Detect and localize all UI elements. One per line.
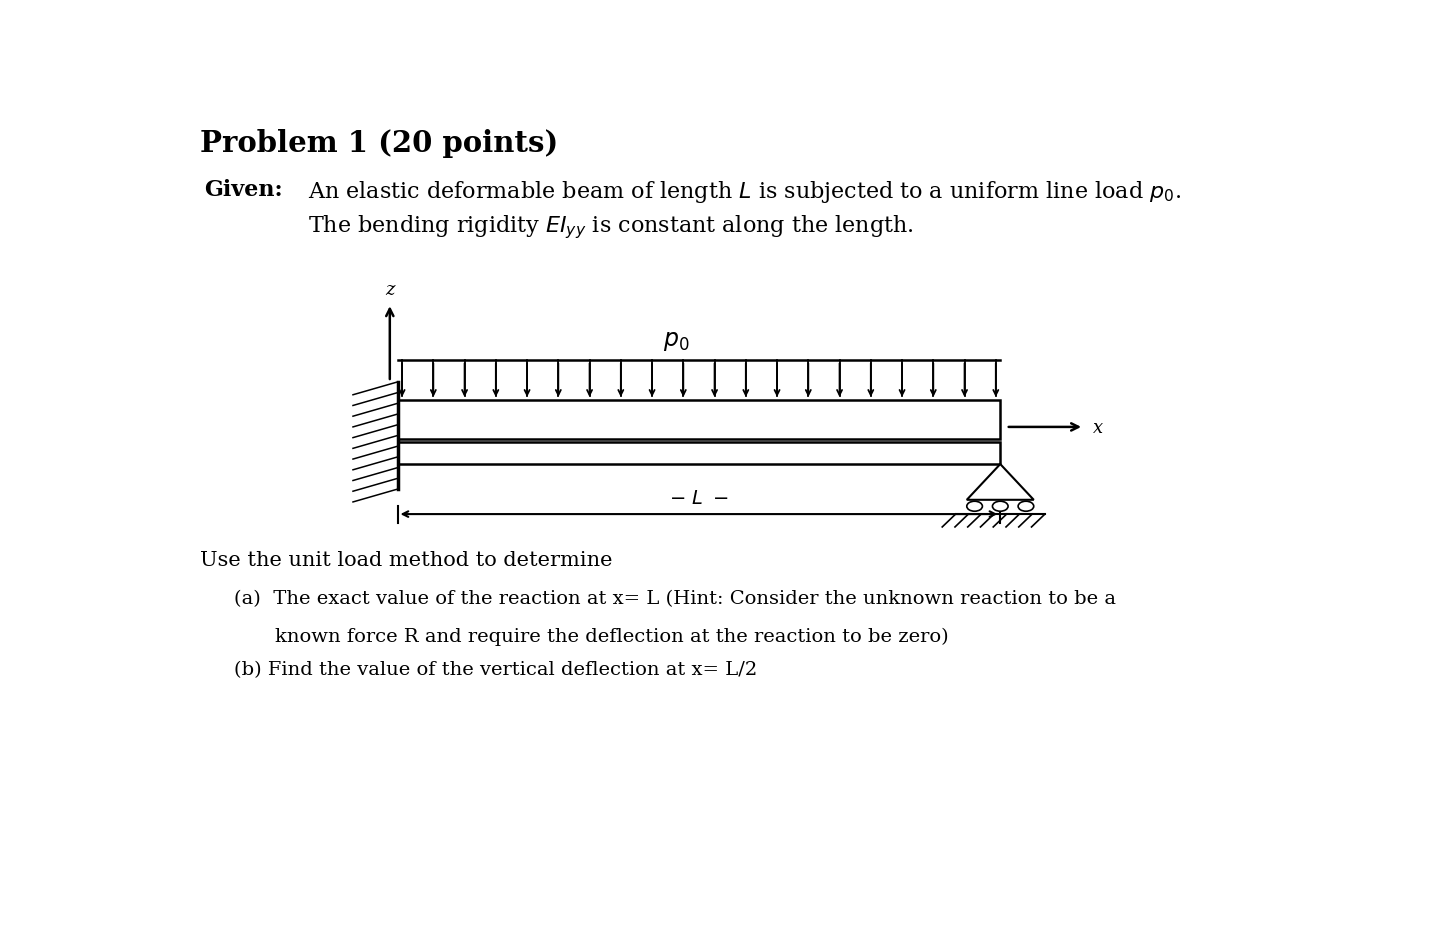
Text: Problem 1 (20 points): Problem 1 (20 points) [200, 129, 559, 158]
Polygon shape [966, 464, 1034, 501]
Text: An elastic deformable beam of length $L$ is subjected to a uniform line load $p_: An elastic deformable beam of length $L$… [308, 179, 1181, 205]
Text: Use the unit load method to determine: Use the unit load method to determine [200, 551, 612, 569]
Text: x: x [1093, 418, 1103, 437]
Circle shape [1018, 502, 1034, 512]
Text: $\boldsymbol{p_0}$: $\boldsymbol{p_0}$ [664, 329, 690, 352]
Circle shape [992, 502, 1008, 512]
Text: The bending rigidity $EI_{yy}$ is constant along the length.: The bending rigidity $EI_{yy}$ is consta… [308, 212, 914, 240]
Text: z: z [384, 280, 395, 298]
Text: Given:: Given: [204, 179, 284, 201]
Bar [397, 400, 1001, 439]
Text: (b) Find the value of the vertical deflection at x= L/2: (b) Find the value of the vertical defle… [233, 661, 757, 679]
Text: $-\ L\ -$: $-\ L\ -$ [670, 489, 729, 507]
Text: known force R and require the deflection at the reaction to be zero): known force R and require the deflection… [275, 627, 949, 645]
Text: (a)  The exact value of the reaction at x= L (Hint: Consider the unknown reactio: (a) The exact value of the reaction at x… [233, 590, 1116, 607]
Circle shape [966, 502, 982, 512]
Bar [397, 442, 1001, 464]
